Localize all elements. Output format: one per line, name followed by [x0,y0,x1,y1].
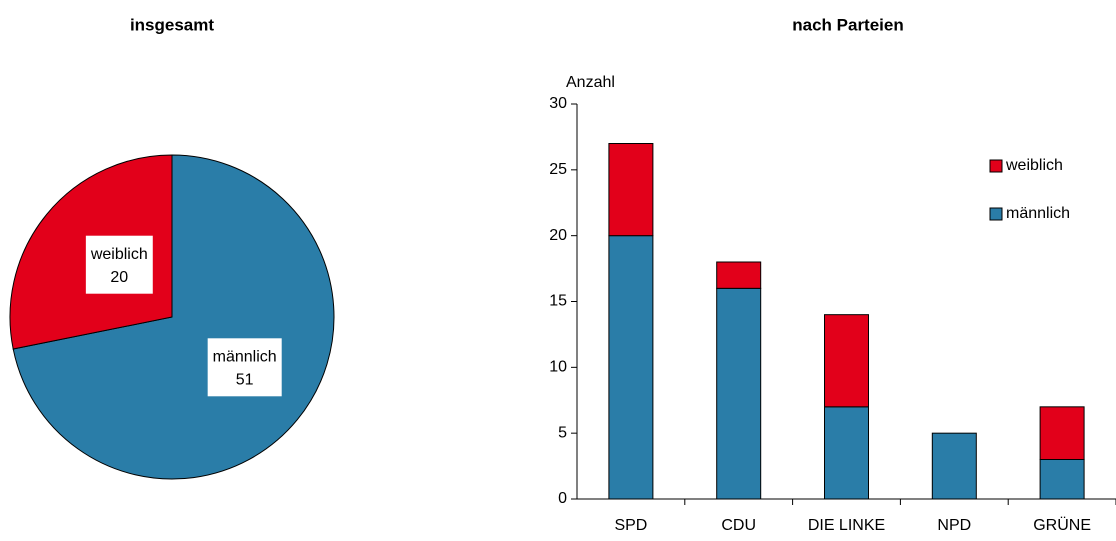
bar-segment [824,314,869,408]
bar-segment [1039,406,1085,461]
y-axis-label: Anzahl [566,74,615,91]
legend-label: weiblich [1005,157,1063,174]
bar-segment [716,261,762,289]
x-tick-label: CDU [721,517,756,534]
y-tick-label: 10 [549,359,567,376]
x-tick-label: DIE LINKE [808,517,885,534]
x-tick-label: SPD [614,517,647,534]
pie-title: insgesamt [130,15,214,34]
slice-value: 20 [110,269,128,286]
y-tick-label: 30 [549,95,567,112]
bar-segment [1039,459,1085,500]
bar-segment [824,406,869,500]
legend-label: männlich [1006,205,1070,222]
label-box [85,235,153,294]
x-tick-label: NPD [937,517,971,534]
y-tick-label: 20 [549,227,567,244]
y-tick-label: 5 [558,424,567,441]
label-box [207,338,282,397]
slice-label: männlich [213,349,277,366]
bar-segment [608,235,654,500]
y-tick-label: 25 [549,161,567,178]
slice-label: weiblich [90,246,148,263]
bar-segment [931,432,977,500]
bar-title: nach Parteien [792,15,904,34]
y-tick-label: 15 [549,293,567,310]
bar-segment [608,143,654,237]
y-tick-label: 0 [558,490,567,507]
bar-segment [716,287,762,500]
slice-value: 51 [236,372,254,389]
legend-swatch [989,159,1003,173]
legend-swatch [989,207,1003,221]
pie-slice [12,154,335,480]
x-tick-label: GRÜNE [1033,516,1091,534]
